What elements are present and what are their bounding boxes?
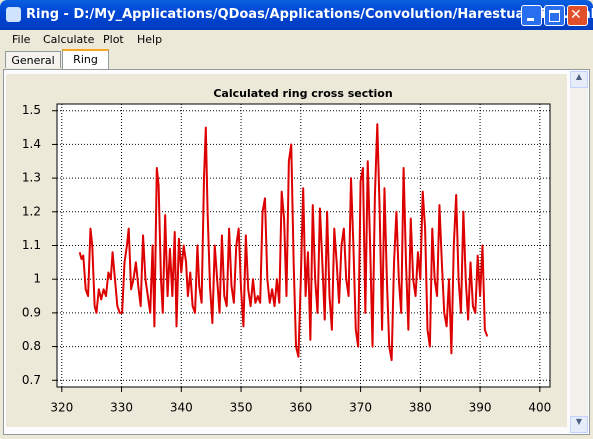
x-tick-label: 380 [409,401,432,415]
y-tick-label: 1.5 [22,103,41,117]
maximize-button[interactable] [544,5,565,26]
chart: Calculated ring cross section 0.7 0.8 0.9 1… [6,74,567,427]
x-tick-label: 350 [230,401,253,415]
y-tick-label: 1 [33,272,41,286]
y-tick-label: 0.7 [22,373,41,387]
x-tick-label: 330 [110,401,133,415]
chart-title: Calculated ring cross section [213,87,392,100]
y-tick-label: 0.9 [22,305,41,319]
x-tick-label: 340 [170,401,193,415]
close-button[interactable]: ✕ [567,5,588,26]
x-tick-label: 390 [469,401,492,415]
y-tick-label: 1.4 [22,137,41,151]
x-tick-label: 370 [349,401,372,415]
tab-selected[interactable]: Ring [62,49,109,70]
menu-bar: File Calculate Plot Help [4,30,589,48]
menu-item[interactable]: Plot [103,33,124,46]
x-tick-label: 320 [50,401,73,415]
menu-item[interactable]: Calculate [43,33,95,46]
menu-item[interactable]: File [12,33,31,46]
minimize-button[interactable] [521,5,542,26]
x-tick-label: 360 [289,401,312,415]
data-line [78,123,489,362]
y-tick-label: 1.2 [22,204,41,218]
title-bar: Ring - D:/My_Applications/QDoas/Applicat… [0,0,593,30]
y-tick-label: 1.3 [22,171,41,185]
window-title: Ring - D:/My_Applications/QDoas/Applicat… [26,7,593,22]
tab[interactable]: General [5,51,61,68]
scrollbar[interactable]: ▲ ▼ [570,71,588,433]
y-tick-label: 0.8 [22,339,41,353]
y-tick-label: 1.1 [22,238,41,252]
menu-item[interactable]: Help [137,33,163,46]
app-icon [6,7,21,22]
x-tick-label: 400 [528,401,551,415]
